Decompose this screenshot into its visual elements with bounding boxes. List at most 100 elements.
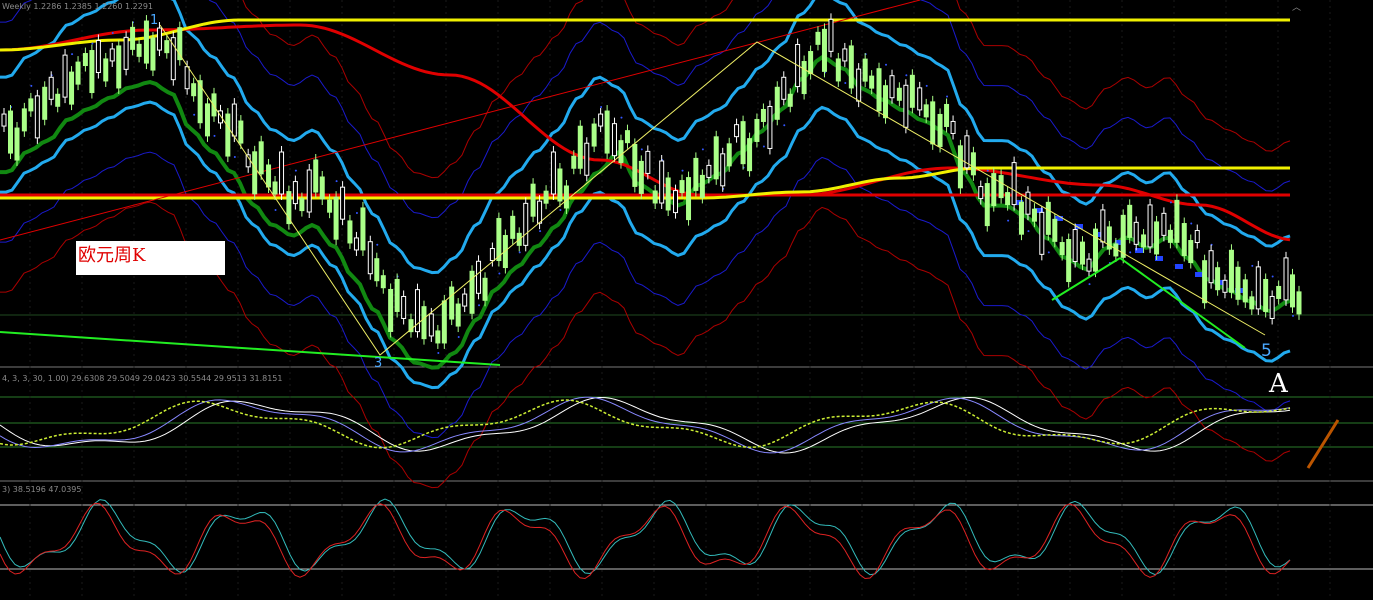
candle-body [143, 20, 149, 64]
candle-body [1106, 226, 1112, 250]
candle-body [401, 295, 407, 319]
green-wedge-left [1051, 257, 1121, 301]
candle-body [252, 151, 258, 195]
sar-dot [681, 169, 684, 172]
osc1-line-white [0, 396, 1291, 454]
sar-dot [111, 31, 114, 34]
candle-body [170, 37, 176, 81]
osc1-line-signal [0, 399, 1291, 449]
candle-body [1018, 201, 1024, 235]
candle-body [1202, 260, 1208, 304]
candle-body [713, 136, 719, 180]
candle-body [123, 36, 129, 70]
candle-body [624, 130, 630, 144]
candle-body [428, 313, 434, 337]
candle-body [530, 183, 536, 217]
candle-body [1269, 295, 1275, 319]
candle-body [476, 260, 482, 294]
trend-lines [0, 24, 1266, 366]
candle-body [89, 50, 95, 94]
candle-body [747, 138, 753, 172]
sar-dot [905, 74, 908, 77]
candle-body [543, 190, 549, 204]
candle-body [652, 190, 658, 204]
sar-dot [193, 113, 196, 116]
wave-label-5: 5 [1261, 341, 1272, 361]
candle-body [856, 68, 862, 102]
candle-body [42, 86, 48, 120]
candle-body [984, 183, 990, 227]
candle-body [781, 76, 787, 100]
candle-body [523, 202, 529, 246]
candle-body [211, 93, 217, 117]
candle-body [923, 104, 929, 118]
sar-dot [1169, 201, 1172, 204]
candle-body [1276, 285, 1282, 299]
sar-dot [91, 42, 94, 45]
candle-body [673, 190, 679, 214]
candle-body [164, 40, 170, 54]
candle-body [760, 108, 766, 122]
candle-body [394, 278, 400, 312]
blue-band-lower [0, 151, 1291, 439]
candle-body [889, 75, 895, 99]
ohlc-text: 1.2286 1.2385 1.2260 1.2291 [33, 2, 154, 11]
timeframe-label: Weekly 1.2286 1.2385 1.2260 1.2291 [2, 2, 153, 11]
candle-body [978, 186, 984, 200]
candle-body [1228, 249, 1234, 293]
sar-dot [640, 148, 643, 151]
sar-dot [30, 84, 33, 87]
candle-body [327, 199, 333, 213]
candle-body [645, 150, 651, 174]
candle-body [191, 83, 197, 97]
candle-body [496, 218, 502, 262]
candle-body [1039, 211, 1045, 255]
candle-body [482, 277, 488, 301]
candle-body [116, 45, 122, 89]
sar-dot [376, 243, 379, 246]
candle-body [787, 93, 793, 107]
candle-body [862, 58, 868, 82]
candle-body [421, 306, 427, 340]
candle-body [1283, 257, 1289, 301]
candle-body [964, 135, 970, 169]
sar-dot [355, 211, 358, 214]
candle-body [991, 173, 997, 207]
candle-body [360, 207, 366, 251]
candle-body [408, 319, 414, 333]
candle-body [740, 121, 746, 165]
candle-body [563, 185, 569, 209]
candle-body [693, 157, 699, 191]
corner-chevron-icon[interactable]: ︿ [1292, 3, 1302, 13]
candle-body [272, 181, 278, 195]
candle-body [1147, 204, 1153, 248]
red-trendline [0, 0, 921, 241]
candle-body [659, 160, 665, 204]
candle-body [266, 164, 272, 188]
osc2-line-red [0, 502, 1291, 580]
candle-body [1181, 223, 1187, 257]
candle-body [258, 141, 264, 175]
candle-body [177, 27, 183, 61]
candle-body [808, 51, 814, 75]
candle-body [1290, 274, 1295, 308]
candle-body [109, 48, 115, 62]
cyan-band-lower [0, 100, 1291, 390]
candle-body [1031, 208, 1037, 222]
candle-body [449, 286, 455, 320]
candle-body [571, 155, 577, 169]
candle-body [1167, 229, 1173, 243]
sar-dot [233, 156, 236, 159]
candle-body [1, 113, 7, 127]
candle-body [828, 18, 834, 52]
candle-body [598, 113, 604, 127]
candle-body [618, 140, 624, 164]
candle-body [998, 175, 1004, 199]
candle-body [353, 237, 359, 251]
candle-body [299, 198, 305, 212]
candle-body [347, 220, 353, 244]
candle-body [896, 87, 902, 101]
candle-body [455, 303, 461, 327]
candle-body [319, 176, 325, 200]
